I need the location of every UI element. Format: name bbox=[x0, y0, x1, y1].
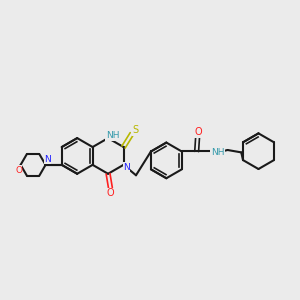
Text: O: O bbox=[15, 166, 22, 175]
Text: O: O bbox=[106, 188, 114, 198]
Text: S: S bbox=[132, 125, 139, 135]
Text: NH: NH bbox=[106, 131, 119, 140]
Text: O: O bbox=[195, 128, 202, 137]
Text: N: N bbox=[44, 155, 51, 164]
Text: N: N bbox=[123, 163, 130, 172]
Text: NH: NH bbox=[211, 148, 224, 158]
